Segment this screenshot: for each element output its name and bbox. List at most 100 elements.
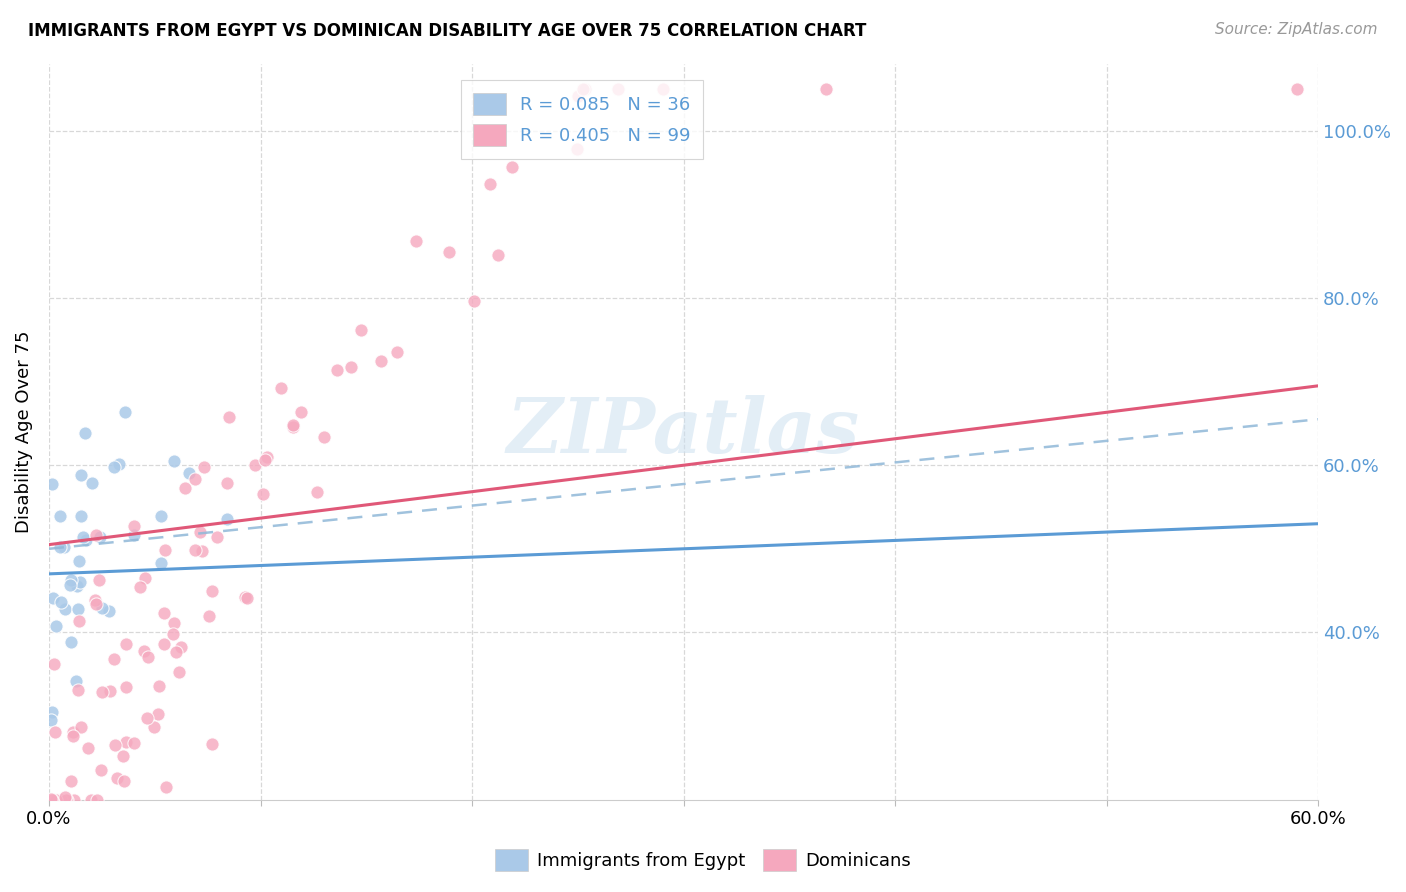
Point xyxy=(574,82,596,96)
Point xyxy=(76,740,98,755)
Point xyxy=(184,472,207,486)
Point xyxy=(1285,82,1308,96)
Text: ZIPatlas: ZIPatlas xyxy=(508,395,860,469)
Point xyxy=(153,543,176,558)
Legend: R = 0.085   N = 36, R = 0.405   N = 99: R = 0.085 N = 36, R = 0.405 N = 99 xyxy=(461,80,703,159)
Point xyxy=(73,426,96,441)
Point xyxy=(165,645,187,659)
Point xyxy=(112,774,135,789)
Point xyxy=(114,637,136,651)
Point xyxy=(59,578,82,592)
Text: IMMIGRANTS FROM EGYPT VS DOMINICAN DISABILITY AGE OVER 75 CORRELATION CHART: IMMIGRANTS FROM EGYPT VS DOMINICAN DISAB… xyxy=(28,22,866,40)
Point xyxy=(98,684,121,698)
Text: Source: ZipAtlas.com: Source: ZipAtlas.com xyxy=(1215,22,1378,37)
Point xyxy=(65,673,87,688)
Point xyxy=(103,459,125,474)
Point xyxy=(256,450,278,464)
Point xyxy=(79,792,101,806)
Point xyxy=(129,580,152,594)
Point xyxy=(60,634,83,648)
Point xyxy=(252,487,274,501)
Point xyxy=(153,606,176,620)
Point xyxy=(146,706,169,721)
Point xyxy=(233,590,256,604)
Point xyxy=(84,593,107,607)
Point xyxy=(55,792,77,806)
Point xyxy=(69,574,91,589)
Point xyxy=(122,519,145,533)
Point xyxy=(501,161,523,175)
Legend: Immigrants from Egypt, Dominicans: Immigrants from Egypt, Dominicans xyxy=(488,842,918,879)
Point xyxy=(184,543,207,558)
Point xyxy=(350,323,373,337)
Point xyxy=(405,234,427,248)
Point xyxy=(651,82,673,96)
Point xyxy=(245,458,267,473)
Point xyxy=(86,792,108,806)
Point xyxy=(45,619,67,633)
Point xyxy=(607,82,630,96)
Point xyxy=(134,571,156,585)
Point xyxy=(51,792,73,806)
Point xyxy=(48,792,70,806)
Point xyxy=(173,481,195,495)
Point xyxy=(167,665,190,679)
Point xyxy=(70,467,93,482)
Point xyxy=(59,573,82,587)
Point xyxy=(191,544,214,558)
Point xyxy=(90,685,112,699)
Point xyxy=(236,591,259,606)
Point xyxy=(67,554,90,568)
Point xyxy=(122,528,145,542)
Point xyxy=(193,459,215,474)
Point xyxy=(163,615,186,630)
Point xyxy=(478,178,501,192)
Point xyxy=(41,591,63,606)
Point xyxy=(188,525,211,540)
Point xyxy=(136,650,159,665)
Point xyxy=(39,713,62,727)
Point xyxy=(53,602,76,616)
Point xyxy=(218,409,240,424)
Point xyxy=(215,512,238,526)
Point xyxy=(155,780,177,794)
Point xyxy=(84,528,107,542)
Point xyxy=(75,533,97,547)
Point xyxy=(42,657,65,671)
Point xyxy=(49,541,72,555)
Point xyxy=(201,583,224,598)
Point xyxy=(281,420,304,434)
Point xyxy=(87,573,110,587)
Point xyxy=(149,509,172,524)
Point xyxy=(325,363,347,377)
Point xyxy=(270,381,292,395)
Point xyxy=(114,680,136,694)
Point xyxy=(114,405,136,419)
Point xyxy=(63,792,86,806)
Point xyxy=(52,540,75,554)
Point xyxy=(205,530,228,544)
Point xyxy=(49,595,72,609)
Point xyxy=(108,457,131,471)
Point xyxy=(97,604,120,618)
Point xyxy=(48,509,70,524)
Point xyxy=(814,82,837,96)
Point xyxy=(290,404,312,418)
Point xyxy=(565,142,588,156)
Point xyxy=(53,790,76,805)
Point xyxy=(46,792,69,806)
Point xyxy=(370,354,392,368)
Point xyxy=(55,792,77,806)
Point xyxy=(437,245,460,260)
Point xyxy=(177,466,200,480)
Point xyxy=(72,530,94,544)
Point xyxy=(103,652,125,666)
Point xyxy=(253,453,276,467)
Point xyxy=(132,644,155,658)
Point xyxy=(90,763,112,777)
Point xyxy=(571,82,593,96)
Point xyxy=(567,89,589,103)
Point xyxy=(148,679,170,693)
Point xyxy=(142,720,165,734)
Point xyxy=(170,640,193,655)
